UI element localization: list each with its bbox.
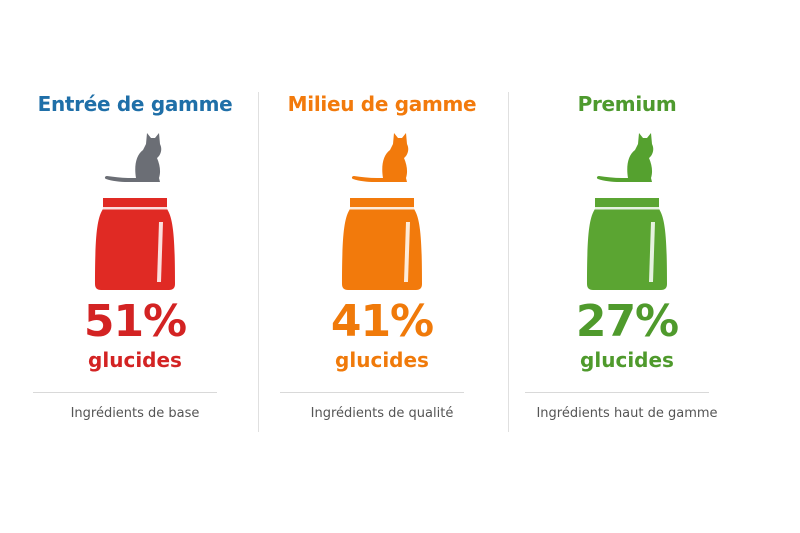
sitting-cat-icon bbox=[104, 133, 162, 182]
ingredients-note: Ingrédients haut de gamme bbox=[536, 406, 718, 421]
food-bag-icon bbox=[95, 198, 175, 290]
tier-title: Entrée de gamme bbox=[37, 92, 233, 116]
food-bag-icon bbox=[587, 198, 667, 290]
divider bbox=[525, 392, 709, 393]
carb-percentage: 27% bbox=[575, 296, 679, 347]
sitting-cat-icon bbox=[351, 133, 409, 182]
column-separator bbox=[508, 92, 509, 432]
tier-mid-range: Milieu de gamme 41% glucides Ingrédients… bbox=[262, 88, 502, 438]
carb-label: glucides bbox=[88, 348, 182, 372]
tier-premium: Premium 27% glucides Ingrédients haut de… bbox=[507, 88, 747, 438]
carb-label: glucides bbox=[335, 348, 429, 372]
divider bbox=[280, 392, 464, 393]
carb-label: glucides bbox=[580, 348, 674, 372]
divider bbox=[33, 392, 217, 393]
ingredients-note: Ingrédients de qualité bbox=[310, 406, 454, 421]
column-separator bbox=[258, 92, 259, 432]
ingredients-note: Ingrédients de base bbox=[70, 406, 200, 421]
tier-entry-level: Entrée de gamme 51% glucides Ingrédients… bbox=[15, 88, 255, 438]
sitting-cat-icon bbox=[596, 133, 654, 182]
carb-percentage: 41% bbox=[330, 296, 434, 347]
food-bag-icon bbox=[342, 198, 422, 290]
tier-title: Milieu de gamme bbox=[287, 92, 477, 116]
tier-title: Premium bbox=[577, 92, 677, 116]
carb-percentage: 51% bbox=[83, 296, 187, 347]
